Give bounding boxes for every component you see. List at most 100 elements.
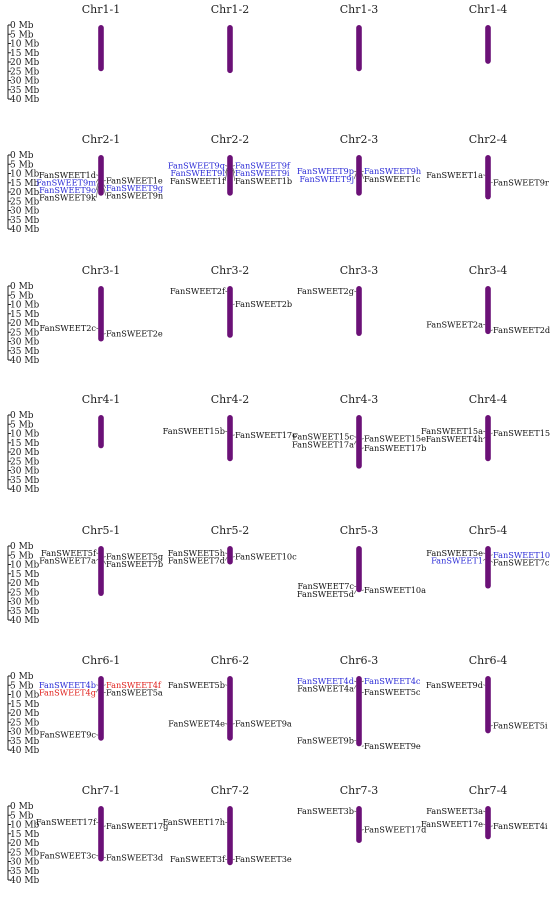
scale-label: 15 Mb (10, 700, 40, 710)
gene-label-fansweet9l: FanSWEET9l (170, 168, 225, 178)
gene-connector (103, 184, 107, 189)
gene-label-fansweet5h: FanSWEET5h (168, 548, 226, 558)
scale-label: 40 Mb (10, 616, 40, 626)
gene-label-fansweet5f: FanSWEET5f (41, 548, 97, 558)
chromosome-title: Chr5-1 (82, 524, 120, 537)
gene-label-fansweet17d: FanSWEET17d (364, 825, 426, 835)
scale-label: 25 Mb (10, 718, 40, 728)
chromosome-chr2-3: Chr2-3 FanSWEET9p FanSWEET9h FanSWEET9j FanS… (297, 133, 422, 196)
gene-label-fansweet2g: FanSWEET2g (297, 286, 354, 296)
gene-connector (490, 825, 493, 827)
gene-connector (96, 684, 99, 686)
chromosome-chr3-2: Chr3-2 FanSWEET2f FanSWEET2b (170, 264, 292, 338)
gene-connector (361, 829, 364, 831)
scale-label: 10 Mb (10, 821, 40, 831)
gene-connector (354, 739, 357, 742)
chromosome-title: Chr3-2 (211, 264, 249, 277)
gene-label-fansweet2b: FanSWEET2b (235, 299, 292, 309)
chromosome-chr7-2: Chr7-2 FanSWEET17h FanSWEET3f FanSWEET3e (163, 784, 292, 866)
scale-label: 10 Mb (10, 691, 40, 701)
scale-label: 25 Mb (10, 848, 40, 858)
chromosome-title: Chr1-4 (469, 3, 507, 16)
scale-label: 5 Mb (10, 420, 34, 430)
gene-connector (361, 589, 364, 591)
scale-label: 0 Mb (10, 21, 34, 31)
gene-label-fansweet7a: FanSWEET7a (39, 556, 96, 566)
gene-connector (353, 173, 357, 179)
chromosome-bar (98, 286, 104, 342)
gene-connector (232, 858, 235, 860)
scale-label: 40 Mb (10, 225, 40, 235)
chromosome-bar (98, 806, 104, 862)
gene-label-fansweet15c: FanSWEET15c (292, 432, 354, 442)
gene-label-fansweet17c: FanSWEET17c (235, 430, 297, 440)
gene-label-fansweet4d: FanSWEET4d (297, 676, 354, 686)
gene-connector (225, 723, 228, 725)
gene-label-fansweet4c: FanSWEET4c (364, 676, 421, 686)
gene-connector (353, 685, 357, 689)
chromosome-chr6-3: Chr6-3 FanSWEET4d FanSWEET4c FanSWEET4a FanS… (297, 654, 421, 751)
scale-label: 5 Mb (10, 30, 34, 40)
chromosome-bar (485, 806, 491, 840)
gene-connector (490, 181, 493, 184)
gene-label-fansweet7c: FanSWEET7c (297, 581, 354, 591)
chromosome-title: Chr1-3 (340, 3, 378, 16)
scale-label: 10 Mb (10, 301, 40, 311)
gene-connector (483, 810, 486, 812)
gene-label-fansweet2f: FanSWEET2f (170, 286, 226, 296)
chromosome-title: Chr1-1 (82, 3, 120, 16)
gene-label-fansweet9e: FanSWEET9e (364, 741, 421, 751)
scale-label: 0 Mb (10, 802, 34, 812)
gene-label-fansweet7c: FanSWEET7c (493, 557, 550, 567)
chromosome-title: Chr6-1 (82, 654, 120, 667)
gene-label-fansweet17a: FanSWEET17a (292, 439, 354, 449)
gene-connector (96, 327, 99, 329)
gene-connector (96, 855, 99, 857)
gene-connector (483, 324, 486, 326)
chromosome-title: Chr3-1 (82, 264, 120, 277)
gene-label-fansweet17g: FanSWEET17g (106, 821, 168, 831)
chromosome-title: Chr5-2 (211, 524, 249, 537)
chromosome-chr3-3: Chr3-3 FanSWEET2g (297, 264, 378, 336)
chromosome-chr4-4: Chr4-4 FanSWEET15a FanSWEET15d FanSWEET4h (421, 393, 550, 462)
gene-label-fansweet3e: FanSWEET3e (235, 854, 292, 864)
gene-label-fansweet1a: FanSWEET1a (426, 170, 483, 180)
scale-label: 5 Mb (10, 291, 34, 301)
gene-label-fansweet4e: FanSWEET4e (168, 719, 225, 729)
gene-label-fansweet7b: FanSWEET7b (106, 559, 163, 569)
scale-label: 30 Mb (10, 77, 40, 87)
gene-label-fansweet7d: FanSWEET7d (168, 556, 225, 566)
chromosome-chr7-3: Chr7-3 FanSWEET3b FanSWEET17d (297, 784, 426, 843)
gene-label-fansweet9k: FanSWEET9k (39, 193, 97, 203)
chromosome-bar (485, 415, 491, 462)
chromosome-title: Chr2-4 (469, 133, 507, 146)
gene-connector (361, 438, 364, 440)
gene-connector (361, 680, 364, 682)
chromosome-title: Chr4-1 (82, 393, 120, 406)
gene-connector (232, 434, 235, 436)
gene-connector (103, 556, 106, 558)
gene-label-fansweet9f: FanSWEET9f (235, 161, 291, 171)
gene-connector (225, 821, 228, 823)
gene-connector (483, 558, 486, 561)
gene-connector (96, 552, 99, 554)
gene-label-fansweet1e: FanSWEET1e (106, 175, 163, 185)
scale-label: 15 Mb (10, 310, 40, 320)
gene-label-fansweet17b: FanSWEET17b (364, 443, 426, 453)
gene-label-fansweet9q: FanSWEET9q (168, 161, 225, 171)
gene-connector (103, 560, 107, 565)
scale-label: 5 Mb (10, 681, 34, 691)
gene-label-fansweet4a: FanSWEET4a (297, 684, 354, 694)
gene-label-fansweet5c: FanSWEET5c (364, 687, 421, 697)
gene-label-fansweet10a: FanSWEET10a (364, 585, 426, 595)
gene-connector (225, 430, 228, 432)
gene-label-fansweet17f: FanSWEET17f (36, 817, 97, 827)
scale-label: 35 Mb (10, 737, 40, 747)
gene-connector (225, 290, 228, 292)
chromosome-title: Chr7-4 (469, 784, 507, 797)
chromosome-bar (356, 415, 362, 469)
chromosome-chr1-2: Chr1-2 (211, 3, 249, 74)
